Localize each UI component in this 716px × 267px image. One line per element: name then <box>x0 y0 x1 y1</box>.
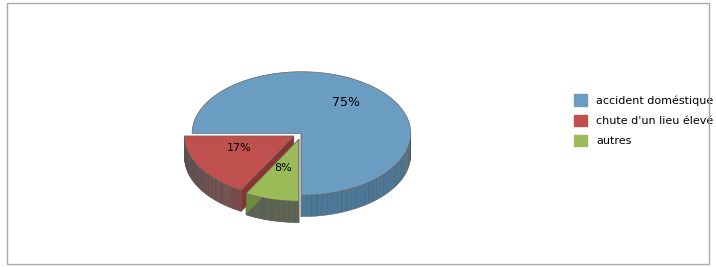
Polygon shape <box>234 188 235 209</box>
Legend: accident doméstique, chute d'un lieu élevé, autres: accident doméstique, chute d'un lieu éle… <box>569 89 716 152</box>
Text: 17%: 17% <box>227 143 252 153</box>
Polygon shape <box>403 154 405 178</box>
Polygon shape <box>393 164 396 188</box>
Polygon shape <box>212 177 213 199</box>
Polygon shape <box>238 189 239 211</box>
Polygon shape <box>231 187 232 208</box>
Polygon shape <box>241 136 294 211</box>
Polygon shape <box>218 181 219 203</box>
Polygon shape <box>322 194 327 215</box>
Polygon shape <box>229 186 231 207</box>
Polygon shape <box>405 151 407 175</box>
Polygon shape <box>233 187 234 209</box>
Polygon shape <box>373 178 377 202</box>
Polygon shape <box>225 184 226 206</box>
Polygon shape <box>390 167 393 191</box>
Polygon shape <box>211 176 212 198</box>
Polygon shape <box>347 189 352 211</box>
Polygon shape <box>214 178 215 200</box>
Polygon shape <box>239 190 240 211</box>
Polygon shape <box>342 190 347 212</box>
Polygon shape <box>222 182 223 204</box>
Polygon shape <box>246 139 299 215</box>
Polygon shape <box>210 175 211 197</box>
Polygon shape <box>387 169 390 193</box>
Polygon shape <box>396 162 399 186</box>
Polygon shape <box>215 179 216 201</box>
Polygon shape <box>361 184 365 207</box>
Polygon shape <box>208 174 209 196</box>
Polygon shape <box>377 176 381 200</box>
Polygon shape <box>216 179 217 201</box>
Polygon shape <box>306 195 312 217</box>
Polygon shape <box>226 184 228 206</box>
Polygon shape <box>401 156 403 180</box>
Polygon shape <box>384 172 387 195</box>
Polygon shape <box>312 195 317 217</box>
Polygon shape <box>352 187 356 210</box>
Polygon shape <box>192 72 411 195</box>
Polygon shape <box>381 174 384 198</box>
Polygon shape <box>207 173 208 195</box>
Polygon shape <box>237 189 238 210</box>
Polygon shape <box>209 175 210 197</box>
Text: 75%: 75% <box>332 96 360 109</box>
Polygon shape <box>337 191 342 213</box>
Polygon shape <box>317 194 322 216</box>
Polygon shape <box>217 180 218 202</box>
Polygon shape <box>407 145 409 170</box>
Polygon shape <box>369 180 373 203</box>
Text: 8%: 8% <box>274 163 292 173</box>
Polygon shape <box>185 136 294 190</box>
Polygon shape <box>327 193 332 215</box>
Polygon shape <box>332 192 337 214</box>
Polygon shape <box>356 186 361 209</box>
Polygon shape <box>221 182 222 204</box>
Polygon shape <box>365 182 369 205</box>
Polygon shape <box>301 195 306 217</box>
Polygon shape <box>223 183 225 205</box>
Polygon shape <box>235 188 236 210</box>
Polygon shape <box>246 139 299 201</box>
Polygon shape <box>399 159 401 183</box>
Polygon shape <box>213 178 214 200</box>
Polygon shape <box>236 189 237 210</box>
Polygon shape <box>219 181 221 203</box>
Polygon shape <box>409 142 410 167</box>
Polygon shape <box>232 187 233 209</box>
Polygon shape <box>240 190 241 211</box>
Polygon shape <box>228 185 229 207</box>
